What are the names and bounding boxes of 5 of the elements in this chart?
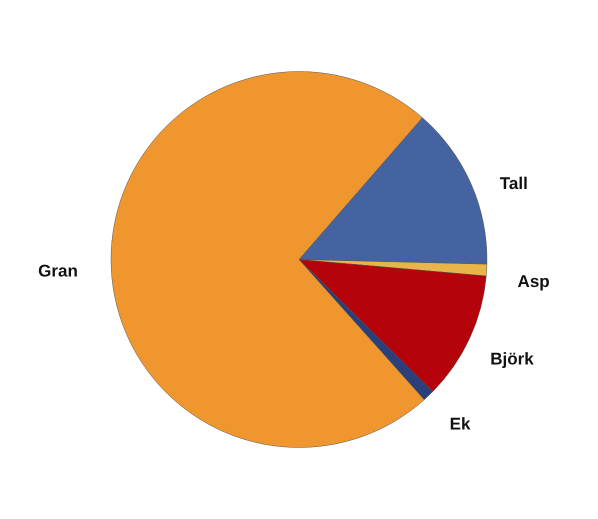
slice-label: Björk xyxy=(490,349,534,368)
slice-label: Gran xyxy=(38,261,78,280)
slice-label: Asp xyxy=(518,272,550,291)
slice-label: Tall xyxy=(500,174,528,194)
slice-label: Ek xyxy=(450,414,471,434)
